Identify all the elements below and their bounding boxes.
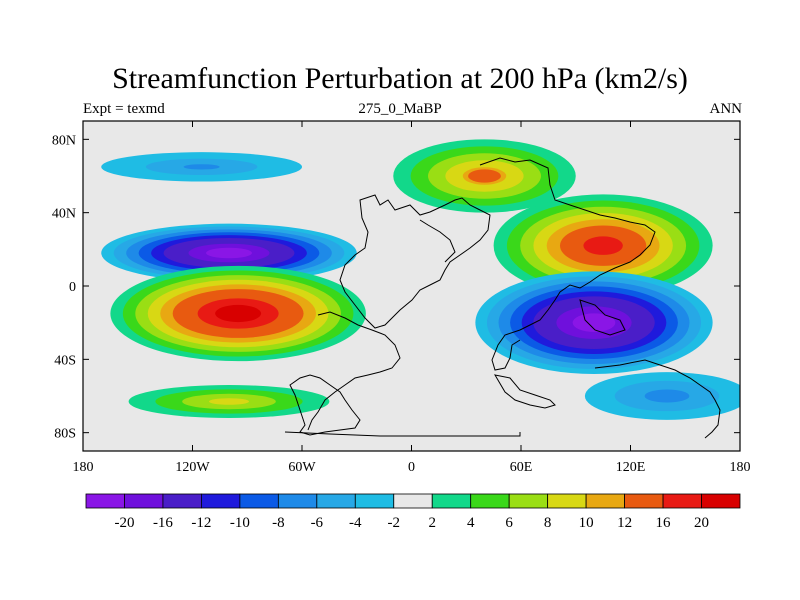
colorbar-swatch xyxy=(277,493,318,509)
feature-1 xyxy=(110,265,366,362)
contour-fill xyxy=(644,389,690,403)
feature-5 xyxy=(393,139,576,213)
colorbar-label: 6 xyxy=(505,515,513,531)
colorbar-swatch xyxy=(393,493,433,509)
season-label: ANN xyxy=(709,101,743,117)
experiment-label: Expt = texmd xyxy=(83,101,165,117)
colorbar-label: -16 xyxy=(153,515,173,531)
colorbar-label: 20 xyxy=(694,515,709,531)
contour-fill xyxy=(572,313,616,332)
x-tick-label: 60E xyxy=(510,460,533,475)
x-tick-label: 0 xyxy=(408,460,415,475)
colorbar-label: -8 xyxy=(272,515,285,531)
colorbar-swatch xyxy=(239,493,279,509)
contour-fill xyxy=(468,169,501,183)
y-tick-label: 0 xyxy=(69,280,76,295)
y-tick-label: 80N xyxy=(52,133,76,148)
y-tick-label: 40N xyxy=(52,207,76,222)
colorbar-swatch xyxy=(162,493,202,509)
x-tick-label: 180 xyxy=(73,460,94,475)
colorbar-swatch xyxy=(316,493,356,509)
colorbar-label: 2 xyxy=(428,515,436,531)
x-tick-label: 180 xyxy=(730,460,751,475)
y-tick-label: 40S xyxy=(54,353,76,368)
x-tick-label: 120E xyxy=(616,460,646,475)
feature-4 xyxy=(101,152,302,182)
contour-fill xyxy=(206,247,252,259)
x-tick-label: 60W xyxy=(288,460,316,475)
colorbar-label: 8 xyxy=(544,515,552,531)
contour-fill xyxy=(215,304,262,323)
feature-2 xyxy=(493,194,713,297)
y-tick-label: 80S xyxy=(54,427,76,442)
colorbar-swatch xyxy=(624,493,664,509)
feature-6 xyxy=(128,385,330,418)
feature-7 xyxy=(584,372,740,420)
colorbar-label: -6 xyxy=(311,515,324,531)
colorbar-label: -4 xyxy=(349,515,362,531)
colorbar-label: 4 xyxy=(467,515,475,531)
colorbar-swatch xyxy=(124,493,164,509)
colorbar-label: 10 xyxy=(579,515,594,531)
colorbar-label: 12 xyxy=(617,515,632,531)
colorbar-label: -2 xyxy=(388,515,401,531)
contour-fill xyxy=(183,164,220,170)
colorbar-swatch xyxy=(470,493,510,509)
colorbar-swatch xyxy=(701,493,741,509)
contour-fill xyxy=(208,398,250,405)
contour-fill xyxy=(583,236,623,255)
colorbar-swatch xyxy=(585,493,625,509)
colorbar-swatch xyxy=(547,493,587,509)
feature-0 xyxy=(101,223,357,283)
colorbar-swatch xyxy=(85,493,125,509)
colorbar-label: 16 xyxy=(656,515,672,531)
feature-3 xyxy=(475,271,713,374)
coastlines xyxy=(284,157,721,439)
colorbar-swatch xyxy=(431,493,472,509)
chart-title: Streamfunction Perturbation at 200 hPa (… xyxy=(112,62,688,95)
colorbar-label: -20 xyxy=(114,515,134,531)
time-label: 275_0_MaBP xyxy=(358,101,442,117)
colorbar-swatch xyxy=(662,493,702,509)
x-tick-label: 120W xyxy=(175,460,210,475)
colorbar-swatch xyxy=(354,493,395,509)
colorbar-swatch xyxy=(201,493,241,509)
colorbar-label: -10 xyxy=(230,515,250,531)
colorbar-label: -12 xyxy=(191,515,211,531)
colorbar-swatch xyxy=(508,493,549,509)
